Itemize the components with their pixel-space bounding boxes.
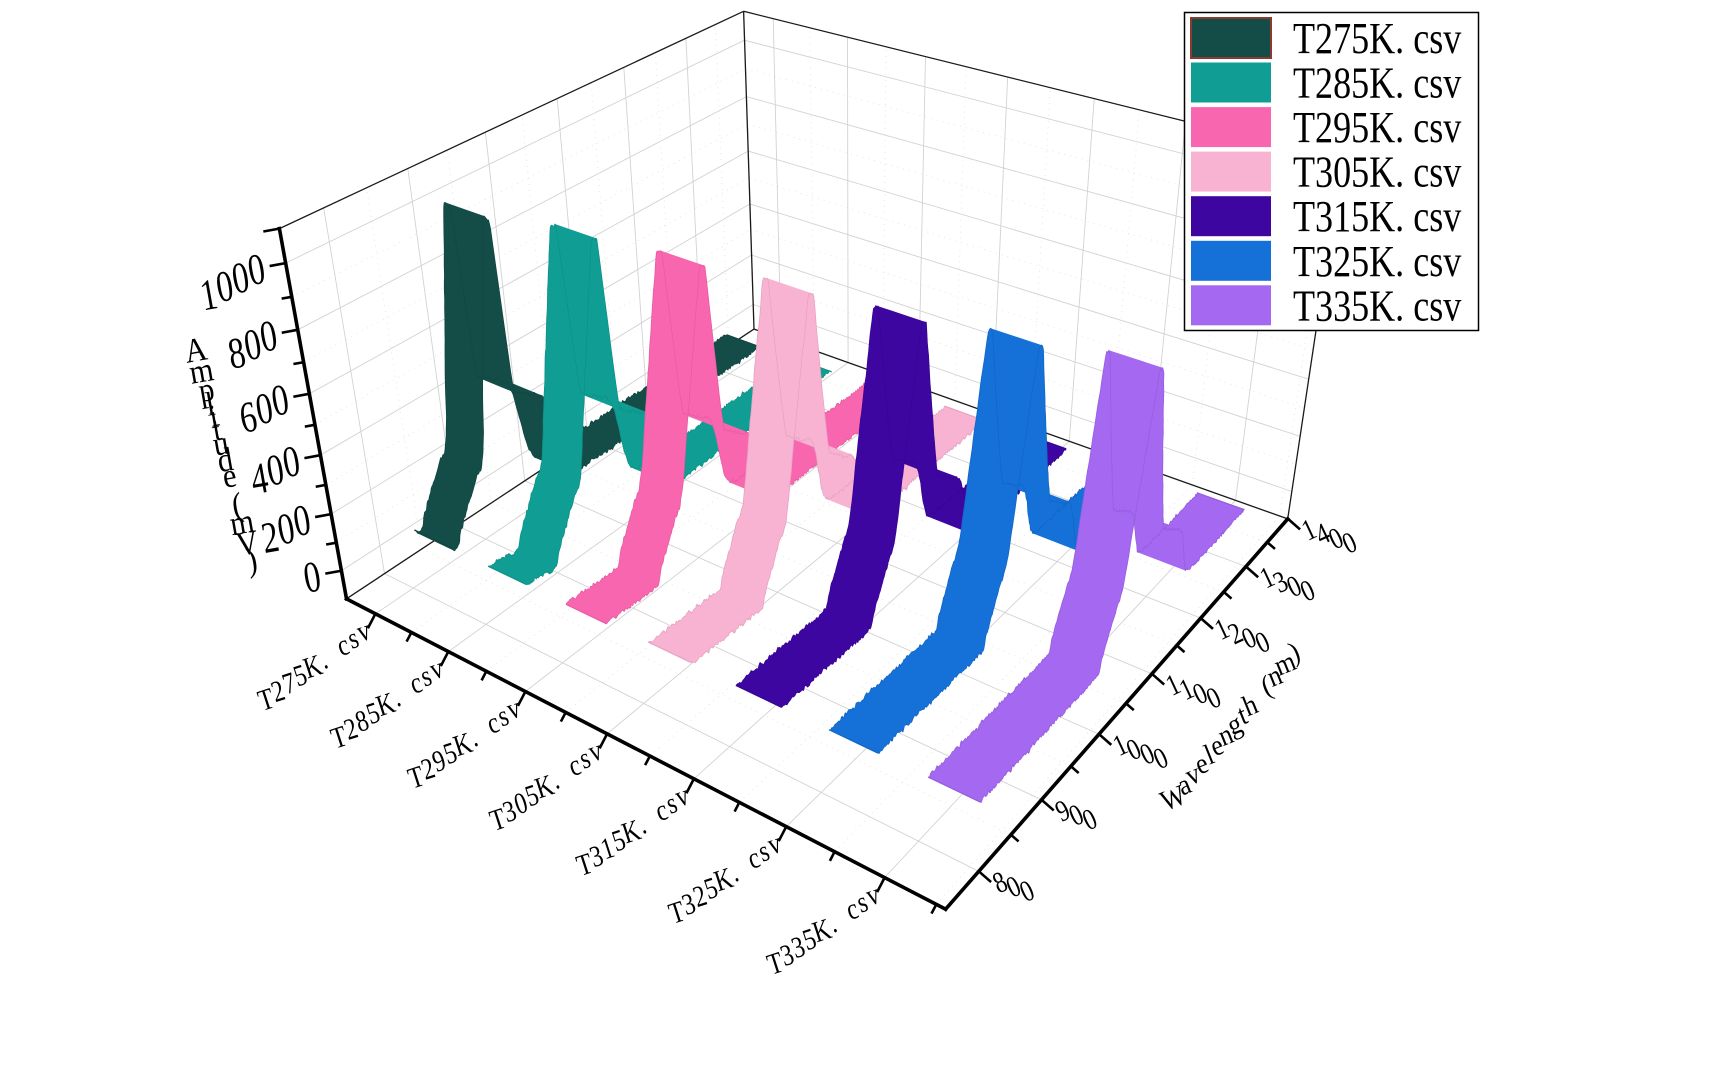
svg-text:T335K. csv: T335K. csv (1293, 281, 1462, 330)
svg-text:T325K. csv: T325K. csv (1293, 236, 1462, 285)
svg-text:e: e (219, 456, 239, 496)
svg-text:T295K. csv: T295K. csv (1293, 103, 1462, 152)
svg-text:T285K. csv: T285K. csv (1293, 58, 1462, 107)
svg-text:u: u (210, 423, 232, 463)
svg-text:T315K. csv: T315K. csv (1293, 192, 1462, 241)
svg-text:p: p (195, 369, 217, 409)
svg-text:T305K. csv: T305K. csv (1293, 147, 1462, 196)
svg-text:T275K. csv: T275K. csv (1293, 14, 1462, 63)
svg-text:d: d (214, 440, 236, 480)
